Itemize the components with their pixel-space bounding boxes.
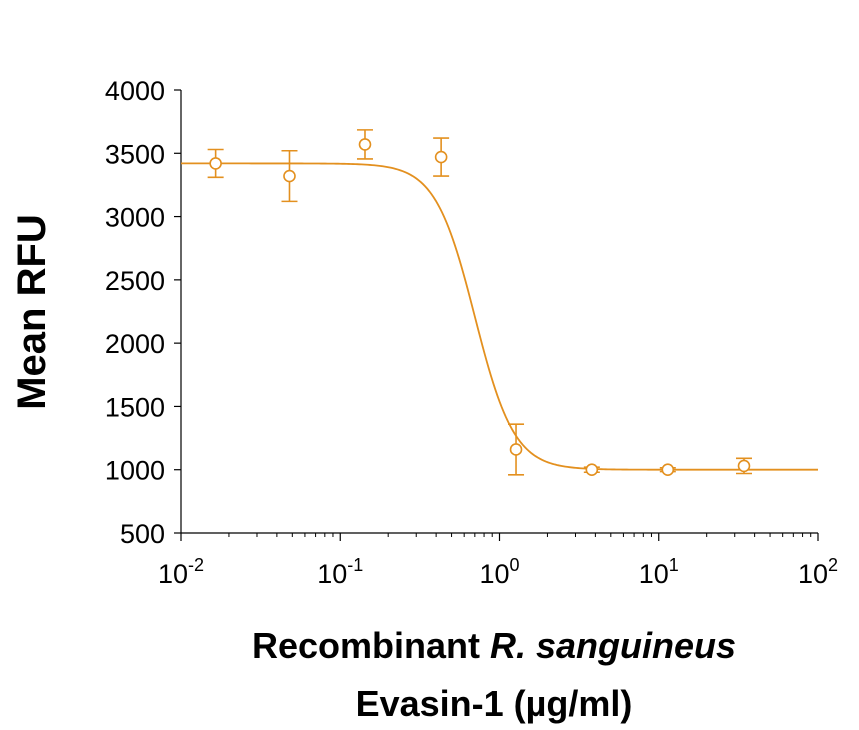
data-point	[281, 149, 298, 203]
point-marker	[585, 463, 599, 477]
y-tick-label: 4000	[105, 76, 165, 106]
data-point	[735, 457, 752, 475]
y-tick-label: 3500	[105, 139, 165, 169]
fit-curve-group	[181, 162, 818, 471]
fit-curve	[181, 162, 818, 471]
data-point	[508, 423, 525, 476]
x-tick-label: 102	[798, 555, 838, 589]
point-marker	[661, 463, 675, 477]
y-tick-label: 2500	[105, 266, 165, 296]
point-marker	[358, 138, 372, 151]
point-marker	[283, 169, 296, 183]
data-points	[207, 129, 752, 477]
x-axis-label-line2: Evasin-1 (µg/ml)	[356, 683, 633, 724]
point-marker	[509, 443, 523, 456]
x-axis-label-prefix: Recombinant	[252, 625, 490, 666]
y-axis-label: Mean RFU	[10, 214, 54, 410]
data-point	[659, 463, 676, 477]
data-point	[583, 463, 600, 477]
x-tick-label: 10-1	[317, 555, 363, 589]
data-point	[207, 148, 224, 179]
x-tick-exponent: 2	[828, 555, 838, 575]
point-marker	[434, 150, 448, 164]
y-tick-label: 2000	[105, 329, 165, 359]
x-tick-exponent: -2	[188, 555, 204, 575]
x-tick-exponent: 1	[669, 555, 679, 575]
x-tick-label: 10-2	[158, 555, 204, 589]
x-tick-label: 100	[479, 555, 519, 589]
x-tick-exponent: 0	[510, 555, 520, 575]
y-tick-label: 1000	[105, 456, 165, 486]
point-marker	[209, 157, 222, 170]
x-tick-exponent: -1	[347, 555, 363, 575]
x-axis-label-line1: Recombinant R. sanguineus	[252, 625, 736, 666]
point-marker	[737, 459, 751, 473]
y-tick-label: 500	[120, 519, 165, 549]
y-tick-label: 1500	[105, 392, 165, 422]
y-tick-label: 3000	[105, 203, 165, 233]
data-point	[356, 129, 373, 160]
data-point	[433, 137, 450, 177]
x-tick-label: 101	[639, 555, 679, 589]
x-axis-label-species: R. sanguineus	[490, 625, 736, 666]
